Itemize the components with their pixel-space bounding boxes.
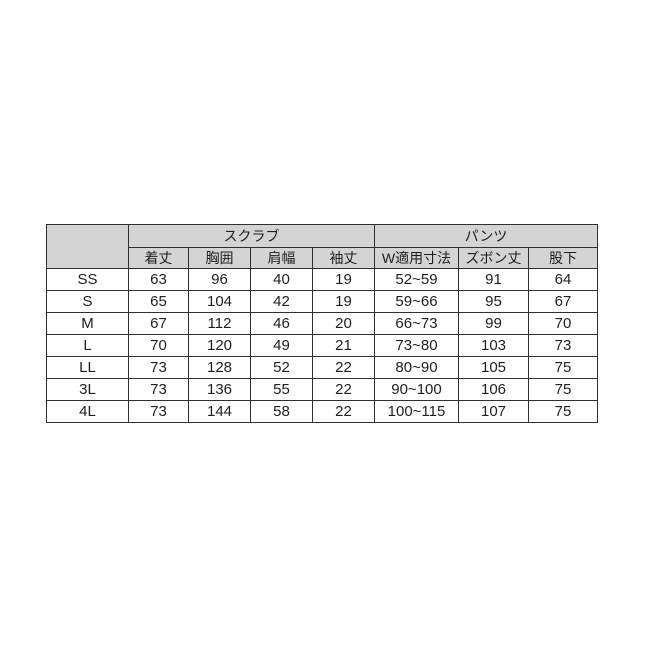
table-cell: 19: [312, 268, 375, 291]
group-header-pants: パンツ: [373, 224, 599, 248]
table-cell: 73: [128, 356, 189, 379]
table-cell: 20: [312, 312, 375, 335]
table-cell: 100~115: [374, 400, 459, 423]
table-cell: 59~66: [374, 290, 459, 313]
size-chart-table: スクラブ パンツ 着丈 胸囲 肩幅 袖丈 W適用寸法 ズボン丈 股下 SS 63…: [46, 224, 599, 423]
column-header-zubontake: ズボン丈: [458, 247, 529, 269]
table-cell: 67: [527, 290, 599, 313]
table-cell: 65: [128, 290, 189, 313]
table-row: 4L 73 144 58 22 100~115 107 75: [46, 400, 599, 423]
table-cell: 22: [312, 400, 375, 423]
table-cell: 95: [458, 290, 529, 313]
table-row: L 70 120 49 21 73~80 103 73: [46, 334, 599, 357]
table-cell: 96: [188, 268, 251, 291]
size-label: 3L: [46, 378, 129, 401]
table-cell: 75: [527, 400, 599, 423]
table-cell: 46: [250, 312, 313, 335]
table-cell: 21: [312, 334, 375, 357]
size-label: S: [46, 290, 129, 313]
column-header-waist-range: W適用寸法: [374, 247, 459, 269]
table-cell: 42: [250, 290, 313, 313]
table-cell: 105: [458, 356, 529, 379]
table-cell: 144: [188, 400, 251, 423]
corner-cell: [46, 224, 129, 269]
table-row: SS 63 96 40 19 52~59 91 64: [46, 268, 599, 291]
size-label: LL: [46, 356, 129, 379]
table-row: S 65 104 42 19 59~66 95 67: [46, 290, 599, 313]
table-cell: 70: [527, 312, 599, 335]
table-row: 3L 73 136 55 22 90~100 106 75: [46, 378, 599, 401]
table-cell: 91: [458, 268, 529, 291]
column-header-row: 着丈 胸囲 肩幅 袖丈 W適用寸法 ズボン丈 股下: [47, 247, 599, 269]
size-label: SS: [46, 268, 129, 291]
table-cell: 55: [250, 378, 313, 401]
column-header-kyoui: 胸囲: [188, 247, 251, 269]
table-cell: 19: [312, 290, 375, 313]
table-cell: 103: [458, 334, 529, 357]
table-cell: 52~59: [374, 268, 459, 291]
table-cell: 73: [128, 378, 189, 401]
table-cell: 22: [312, 378, 375, 401]
table-cell: 128: [188, 356, 251, 379]
table-cell: 106: [458, 378, 529, 401]
table-cell: 67: [128, 312, 189, 335]
size-label: 4L: [46, 400, 129, 423]
table-cell: 80~90: [374, 356, 459, 379]
table-row: M 67 112 46 20 66~73 99 70: [46, 312, 599, 335]
table-cell: 107: [458, 400, 529, 423]
column-header-matashita: 股下: [527, 247, 599, 269]
table-cell: 99: [458, 312, 529, 335]
column-header-sodetake: 袖丈: [312, 247, 375, 269]
table-cell: 75: [527, 356, 599, 379]
group-header-row: スクラブ パンツ: [46, 224, 599, 269]
table-cell: 73: [128, 400, 189, 423]
table-cell: 58: [250, 400, 313, 423]
table-cell: 75: [527, 378, 599, 401]
table-cell: 64: [527, 268, 599, 291]
table-cell: 120: [188, 334, 251, 357]
size-label: L: [46, 334, 129, 357]
table-cell: 104: [188, 290, 251, 313]
table-cell: 40: [250, 268, 313, 291]
table-cell: 73: [527, 334, 599, 357]
column-header-kitake: 着丈: [128, 247, 189, 269]
table-cell: 63: [128, 268, 189, 291]
column-header-katahaba: 肩幅: [250, 247, 313, 269]
table-cell: 52: [250, 356, 313, 379]
table-cell: 112: [188, 312, 251, 335]
size-label: M: [46, 312, 129, 335]
group-header-scrub: スクラブ: [128, 224, 375, 248]
table-cell: 22: [312, 356, 375, 379]
table-cell: 66~73: [374, 312, 459, 335]
table-row: LL 73 128 52 22 80~90 105 75: [46, 356, 599, 379]
table-cell: 70: [128, 334, 189, 357]
table-cell: 73~80: [374, 334, 459, 357]
table-cell: 49: [250, 334, 313, 357]
table-cell: 136: [188, 378, 251, 401]
table-cell: 90~100: [374, 378, 459, 401]
